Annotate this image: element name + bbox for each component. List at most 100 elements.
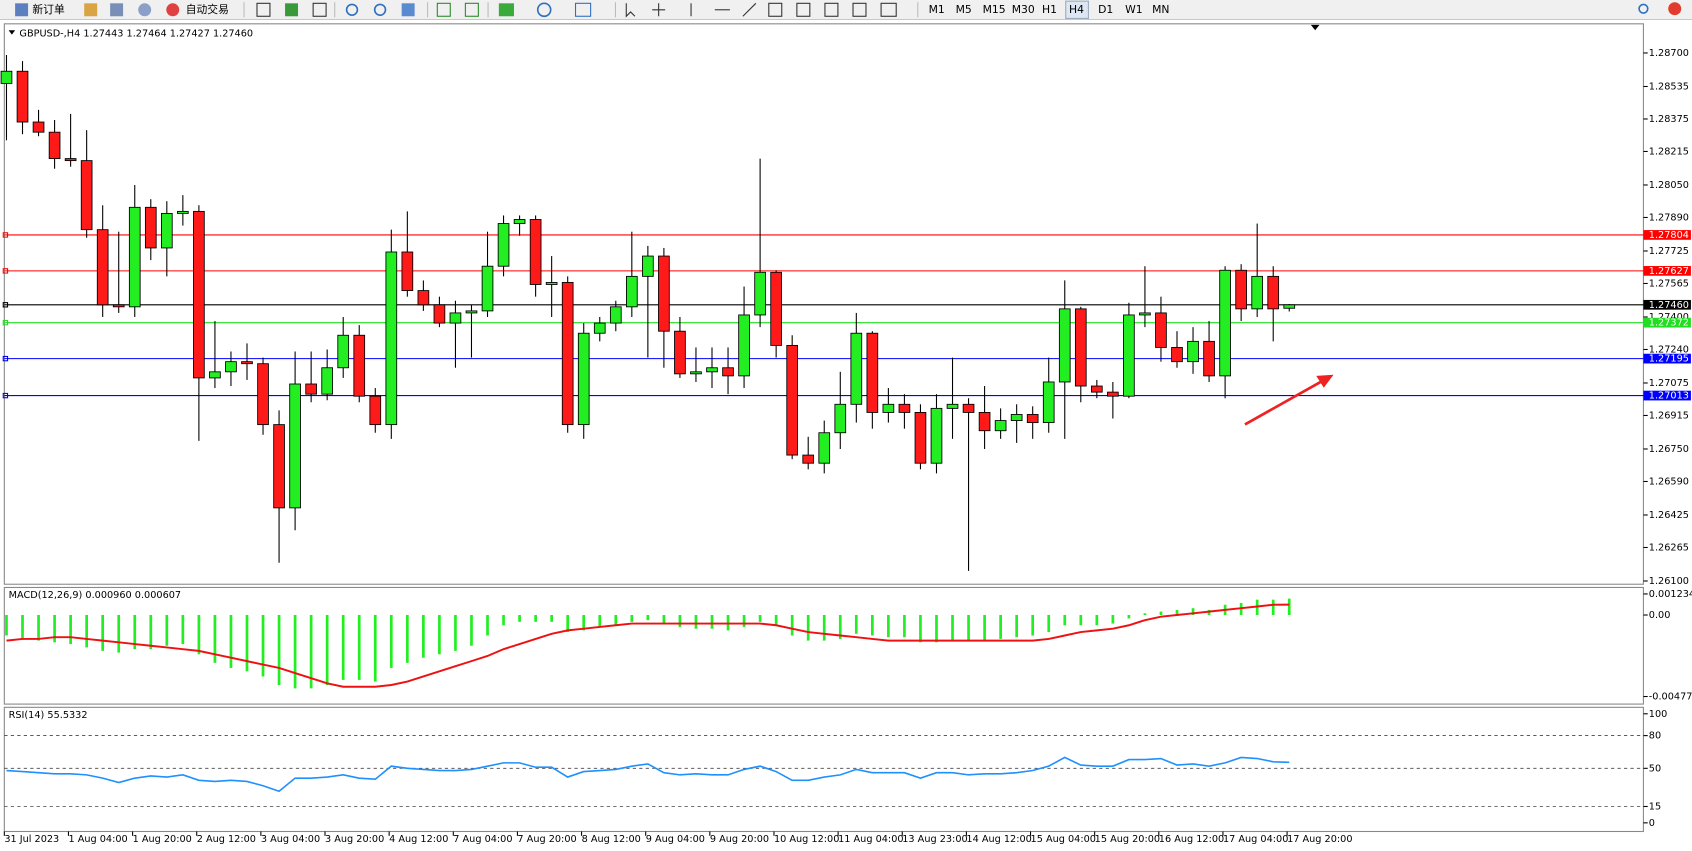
candle-body	[209, 371, 221, 379]
icon-channel[interactable]	[768, 2, 783, 17]
x-tick-label: 17 Aug 20:00	[1287, 834, 1352, 845]
level-tag	[1643, 266, 1691, 276]
candle-body	[177, 210, 189, 214]
notifications-button[interactable]	[1668, 2, 1682, 16]
candle-body	[385, 251, 398, 426]
candle-body	[914, 411, 927, 464]
icon[interactable]	[84, 3, 98, 17]
icon-tile[interactable]	[401, 3, 415, 17]
chart-shift-marker[interactable]	[1310, 24, 1320, 31]
icon-trendline[interactable]	[742, 2, 757, 17]
y-tick-label: 1.26425	[1649, 510, 1689, 521]
icon-bars[interactable]	[256, 2, 271, 17]
candle-body	[1026, 414, 1039, 424]
candle-body	[722, 367, 734, 377]
candle-body	[818, 432, 831, 464]
icon[interactable]	[110, 3, 124, 17]
candle-body	[289, 383, 301, 509]
candle-body	[994, 420, 1007, 432]
icon-new-order[interactable]	[15, 3, 29, 17]
candle-body	[1074, 308, 1087, 387]
icon-crosshair[interactable]	[652, 3, 666, 17]
icon-text[interactable]	[824, 2, 839, 17]
candle-body	[674, 330, 686, 375]
level-tag	[1643, 317, 1691, 328]
icon-shift[interactable]	[464, 2, 479, 17]
candle-body	[321, 367, 334, 395]
candle-body	[449, 312, 462, 324]
y-tick-label: 1.28050	[1649, 180, 1689, 191]
new-order-button[interactable]: 新订单	[32, 3, 65, 16]
level-label: 1.27804	[1649, 230, 1689, 241]
timeframe-button[interactable]: W1	[1125, 3, 1143, 16]
candle-body	[481, 265, 494, 312]
timeframe-button[interactable]: M1	[929, 3, 945, 16]
search-button[interactable]	[1638, 3, 1649, 14]
candle-body	[193, 210, 205, 379]
icon-label[interactable]	[852, 2, 867, 17]
candle-body	[850, 332, 863, 405]
icon-fibo[interactable]	[796, 2, 811, 17]
x-tick-label: 1 Aug 04:00	[68, 834, 127, 845]
candle-body	[577, 332, 590, 426]
icon-templates[interactable]	[574, 2, 592, 17]
x-tick-label: 16 Aug 12:00	[1159, 834, 1224, 845]
candle-body	[1010, 414, 1023, 421]
candle-body	[770, 271, 782, 346]
icon-scroll[interactable]	[436, 2, 451, 17]
level-label: 1.27372	[1649, 318, 1689, 329]
candle-body	[561, 282, 574, 426]
icon-periods[interactable]	[536, 2, 552, 18]
timeframe-button[interactable]: D1	[1098, 3, 1113, 16]
timeframe-button[interactable]: M5	[956, 3, 972, 16]
rsi-line	[6, 756, 1290, 793]
level-anchor	[2, 268, 9, 274]
icon-zoom-out[interactable]	[373, 3, 387, 16]
x-tick-label: 3 Aug 20:00	[325, 834, 384, 845]
panel-menu-arrow[interactable]	[8, 30, 16, 35]
candle-body	[465, 310, 478, 314]
x-tick-label: 10 Aug 12:00	[774, 834, 839, 845]
candle-body	[962, 403, 975, 413]
candle-body	[593, 322, 606, 334]
y-tick-label: 50	[1649, 763, 1661, 774]
auto-trade-button[interactable]: 自动交易	[186, 3, 229, 16]
x-tick-label: 17 Aug 04:00	[1223, 834, 1288, 845]
y-tick-label: 1.26750	[1649, 444, 1689, 455]
timeframe-button[interactable]: H4	[1069, 3, 1084, 16]
candle-body	[946, 403, 959, 409]
x-tick-label: 14 Aug 12:00	[966, 834, 1031, 845]
timeframe-button[interactable]: H1	[1042, 3, 1057, 16]
icon-indicators[interactable]	[498, 3, 514, 17]
level-label: 1.27460	[1649, 300, 1689, 311]
level-label: 1.27627	[1649, 266, 1689, 277]
candle-body	[112, 304, 125, 308]
icon-candles[interactable]	[285, 3, 299, 17]
y-tick-label: 100	[1649, 709, 1668, 720]
icon-cursor[interactable]	[625, 3, 636, 18]
candle-body	[978, 411, 991, 432]
candle-body	[401, 251, 414, 292]
timeframe-button[interactable]: M30	[1012, 3, 1035, 16]
candle-body	[786, 344, 799, 456]
x-tick-label: 15 Aug 20:00	[1095, 834, 1160, 845]
icon-shapes[interactable]	[880, 2, 897, 17]
icon-zoom-in[interactable]	[345, 3, 359, 16]
candle-body	[609, 306, 622, 324]
timeframe-button[interactable]: MN	[1152, 3, 1169, 16]
timeframe-button[interactable]: M15	[983, 3, 1006, 16]
candle-body	[1123, 314, 1135, 397]
icon-line[interactable]	[312, 2, 327, 17]
level-anchor	[2, 232, 9, 238]
y-tick-label: 1.26590	[1649, 476, 1689, 487]
candle-body	[529, 219, 542, 285]
icon-auto-trade[interactable]	[166, 3, 180, 17]
icon[interactable]	[138, 3, 152, 17]
candle-body	[353, 334, 366, 397]
candle-body	[1171, 347, 1183, 363]
candle-body	[642, 255, 654, 277]
candle-body	[1187, 340, 1199, 363]
candle-body	[754, 271, 766, 316]
candle-body	[241, 361, 253, 365]
